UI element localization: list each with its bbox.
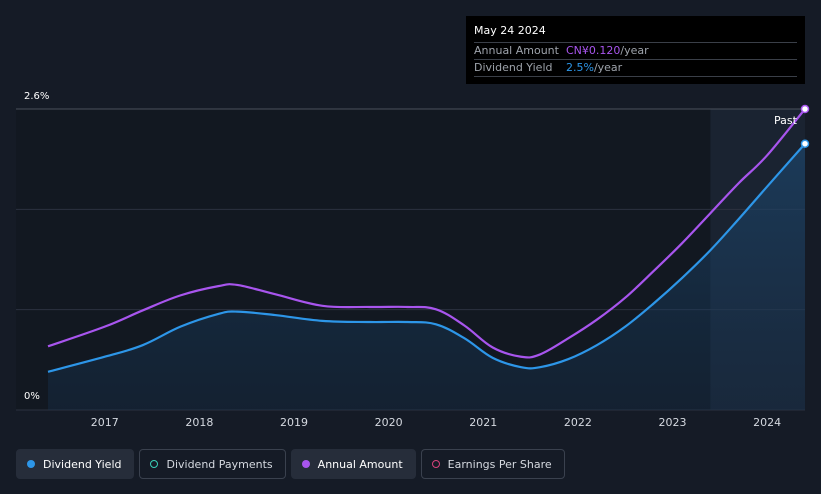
legend-label: Annual Amount (317, 457, 403, 471)
legend-dividend-payments[interactable]: Dividend Payments (139, 449, 286, 479)
x-tick-label: 2017 (91, 416, 119, 429)
legend-earnings-per-share[interactable]: Earnings Per Share (420, 449, 565, 479)
tooltip-dividend-yield-label: Dividend Yield (474, 61, 553, 74)
annual-amount-legend-icon (301, 460, 310, 468)
dividend-yield-legend-icon (27, 460, 35, 468)
x-tick-label: 2023 (659, 416, 687, 429)
tooltip-row-annual-amount: Annual Amount CN¥0.120/year (474, 42, 797, 59)
past-label: Past (774, 114, 797, 127)
legend-dividend-yield[interactable]: Dividend Yield (16, 449, 135, 479)
x-tick-label: 2020 (375, 416, 403, 429)
legend-label: Earnings Per Share (447, 457, 552, 471)
dividend-yield-value: 2.5% (566, 61, 594, 74)
earnings-per-share-legend-icon (431, 460, 440, 468)
tooltip-annual-amount-label: Annual Amount (474, 44, 559, 57)
dividend-chart: 2017 2018 2019 2020 2021 2022 2023 2024 (16, 104, 810, 429)
tooltip-dividend-yield-value: 2.5%/year (566, 60, 622, 76)
x-axis-ticks: 2017 2018 2019 2020 2021 2022 2023 2024 (91, 416, 781, 429)
dividend-yield-line (47, 143, 806, 373)
dividend-yield-end-marker (800, 139, 810, 148)
hover-tooltip: May 24 2024 Annual Amount CN¥0.120/year … (466, 16, 805, 84)
dividend-yield-area (48, 143, 805, 410)
end-markers (800, 104, 810, 148)
annual-amount-unit: /year (620, 44, 649, 57)
annual-amount-end-marker (800, 104, 810, 114)
legend-label: Dividend Payments (166, 457, 273, 471)
legend-label: Dividend Yield (43, 457, 122, 471)
y-axis-max-label: 2.6% (24, 91, 50, 102)
x-tick-label: 2022 (564, 416, 592, 429)
dividend-yield-unit: /year (593, 61, 623, 74)
tooltip-date: May 24 2024 (474, 24, 546, 37)
annual-amount-line (47, 108, 806, 359)
tooltip-row-dividend-yield: Dividend Yield 2.5%/year (474, 59, 797, 77)
dividend-payments-legend-icon (150, 460, 159, 468)
annual-amount-value: CN¥0.120 (566, 44, 621, 57)
x-tick-label: 2019 (280, 416, 308, 429)
y-axis-min-label: 0% (24, 391, 40, 402)
tooltip-annual-amount-value: CN¥0.120/year (566, 43, 649, 59)
legend-annual-amount[interactable]: Annual Amount (290, 449, 416, 479)
x-tick-label: 2024 (753, 416, 781, 429)
x-tick-label: 2021 (469, 416, 497, 429)
x-tick-label: 2018 (185, 416, 213, 429)
chart-legend: Dividend Yield Dividend Payments Annual … (16, 449, 565, 479)
